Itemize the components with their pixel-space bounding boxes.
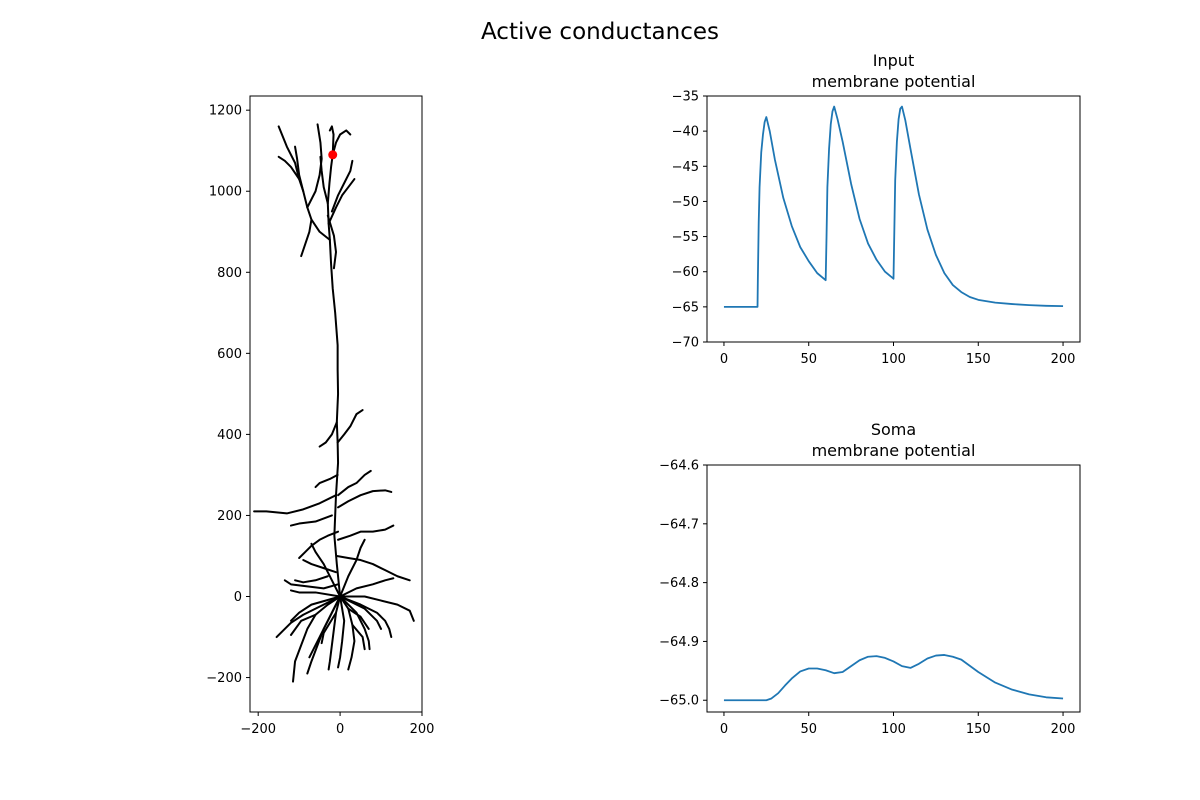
- dendrite-branch: [320, 611, 337, 645]
- input-potential-axes: 0 50 100 150 200 −70 −65 −60 −55 −50 −45 −40 −35 Inpu…: [672, 51, 1081, 367]
- x-tick-label: 150: [966, 722, 991, 737]
- dendrite-branch: [294, 145, 305, 193]
- input-potential-line: [723, 105, 1064, 308]
- y-tick-label: −200: [206, 671, 242, 686]
- y-tick-label: −65: [672, 300, 699, 315]
- dendrite-branch: [337, 469, 372, 497]
- dendrite-branch: [253, 494, 337, 515]
- morphology-axes-frame: [249, 95, 423, 713]
- dendrite-branch: [300, 218, 313, 258]
- y-tick-label: −70: [672, 336, 699, 351]
- dendrite-branch: [335, 554, 411, 582]
- y-tick-label: −64.7: [659, 517, 699, 532]
- soma-title-line: Soma: [871, 420, 916, 439]
- soma-potential-axes: 0 50 100 150 200 −65.0 −64.9 −64.8 −64.7 −64.6 Som…: [659, 420, 1081, 737]
- y-tick-label: −45: [672, 160, 699, 175]
- x-tick-label: 0: [720, 722, 728, 737]
- dendrite-branch: [336, 409, 364, 444]
- soma-plot-area: [723, 654, 1064, 702]
- dendrite-branch: [294, 575, 329, 584]
- dendrite-branch: [326, 214, 337, 270]
- dendrite-branch: [319, 155, 329, 205]
- dendrite-branch: [289, 514, 333, 527]
- dendrite-branch: [339, 595, 356, 671]
- y-tick-label: 1200: [209, 104, 242, 119]
- x-tick-label: 150: [966, 352, 991, 367]
- x-tick-label: 50: [800, 352, 817, 367]
- y-tick-label: −60: [672, 265, 699, 280]
- dendrite-branch: [351, 623, 366, 651]
- x-tick-label: 0: [336, 722, 344, 737]
- dendrite-branch: [298, 530, 340, 559]
- x-tick-label: −200: [240, 722, 276, 737]
- dendrite-branch: [310, 542, 342, 598]
- dendrite-branch: [277, 155, 301, 181]
- dendrite-branch: [339, 595, 371, 651]
- x-tick-label: 200: [1051, 722, 1076, 737]
- dendrite-branch: [302, 559, 337, 574]
- dendrite-branch: [289, 595, 342, 622]
- input-title-line: membrane potential: [812, 72, 976, 91]
- x-tick-label: 200: [1051, 352, 1076, 367]
- input-site-marker: [328, 150, 338, 160]
- dendrite-branch: [283, 579, 340, 590]
- x-tick-label: 100: [881, 352, 906, 367]
- dendrite-branch: [337, 489, 393, 509]
- dendrite-branch: [314, 473, 339, 489]
- dendrite-branch: [337, 595, 346, 669]
- y-tick-label: −40: [672, 125, 699, 140]
- dendrite-branch: [292, 595, 342, 683]
- x-tick-label: 50: [800, 722, 817, 737]
- y-tick-label: 200: [217, 509, 242, 524]
- y-tick-label: −65.0: [659, 694, 699, 709]
- soma-title-line: membrane potential: [812, 441, 976, 460]
- dendrite-branch: [331, 129, 352, 156]
- soma-potential-line: [723, 654, 1064, 702]
- y-tick-label: 800: [217, 266, 242, 281]
- figure-title: Active conductances: [481, 19, 719, 45]
- dendrite-branch: [347, 607, 370, 630]
- input-plot-area: [723, 105, 1064, 308]
- input-title-line: Input: [873, 51, 914, 70]
- morphology-axes: −200 0 200 −200 0 200 400 600 800 1000 1200: [206, 95, 435, 737]
- dendrite-branch: [339, 595, 393, 639]
- dendrite-branch: [275, 595, 342, 639]
- dendrite-branch: [337, 524, 395, 541]
- x-tick-label: 100: [881, 722, 906, 737]
- y-tick-label: −50: [672, 195, 699, 210]
- dendrite-branch: [327, 595, 342, 671]
- dendrite-branch: [339, 577, 395, 598]
- dendrite-branch: [330, 159, 354, 213]
- y-tick-label: −35: [672, 90, 699, 105]
- dendrite-branch: [339, 595, 383, 630]
- y-tick-label: 0: [234, 590, 242, 605]
- dendrite-branch: [308, 595, 342, 659]
- y-tick-label: −55: [672, 230, 699, 245]
- dendrite-branch: [328, 125, 335, 136]
- y-tick-label: −64.6: [659, 459, 699, 474]
- dendrite-branch: [289, 589, 342, 598]
- y-tick-label: 1000: [209, 185, 242, 200]
- dendrite-branch: [326, 133, 342, 598]
- dendrite-branch: [327, 178, 356, 225]
- dendrite-branch: [339, 538, 366, 598]
- dendrite-branch: [318, 421, 338, 448]
- y-tick-label: 600: [217, 347, 242, 362]
- dendrite-branch: [289, 613, 317, 636]
- y-tick-label: −64.9: [659, 635, 699, 650]
- y-tick-label: 400: [217, 428, 242, 443]
- dendrite-branch: [339, 595, 415, 622]
- y-tick-label: −64.8: [659, 576, 699, 591]
- x-tick-label: 0: [720, 352, 728, 367]
- x-tick-label: 200: [410, 722, 435, 737]
- morphology-plot-area: [253, 123, 415, 683]
